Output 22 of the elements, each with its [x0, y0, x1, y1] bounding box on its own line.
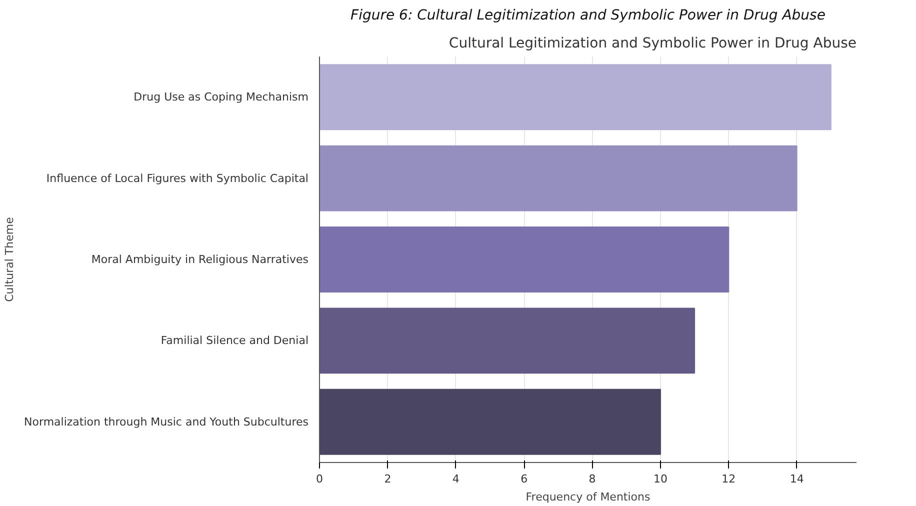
bar	[320, 145, 798, 212]
y-tick-label: Familial Silence and Denial	[160, 334, 309, 348]
bar	[320, 64, 832, 130]
bar	[320, 226, 730, 292]
y-tick-label: Moral Ambiguity in Religious Narratives	[91, 253, 309, 266]
x-tick-label: 14	[790, 472, 804, 486]
bar	[320, 388, 661, 455]
x-axis-title: Frequency of Mentions	[526, 490, 650, 504]
x-tick-label: 6	[520, 472, 528, 486]
y-axis-title: Cultural Theme	[3, 216, 16, 302]
y-tick-label: Influence of Local Figures with Symbolic Capital	[46, 172, 309, 185]
chart-subtitle: Cultural Legitimization and Symbolic Power in Drug Abuse	[448, 36, 857, 52]
x-tick-label: 4	[452, 472, 460, 486]
chart-title: Figure 6: Cultural Legitimization and Symbolic Power in Drug Abuse	[350, 8, 826, 24]
x-tick-label: 0	[316, 472, 323, 486]
x-tick-label: 10	[653, 472, 668, 486]
y-tick-label: Drug Use as Coping Mechanism	[134, 90, 309, 104]
y-tick-label: Normalization through Music and Youth Subcultures	[24, 415, 309, 428]
x-tick-label: 12	[722, 472, 736, 486]
bar	[320, 308, 696, 374]
x-tick-label: 2	[384, 472, 392, 486]
x-tick-label: 8	[588, 472, 596, 486]
